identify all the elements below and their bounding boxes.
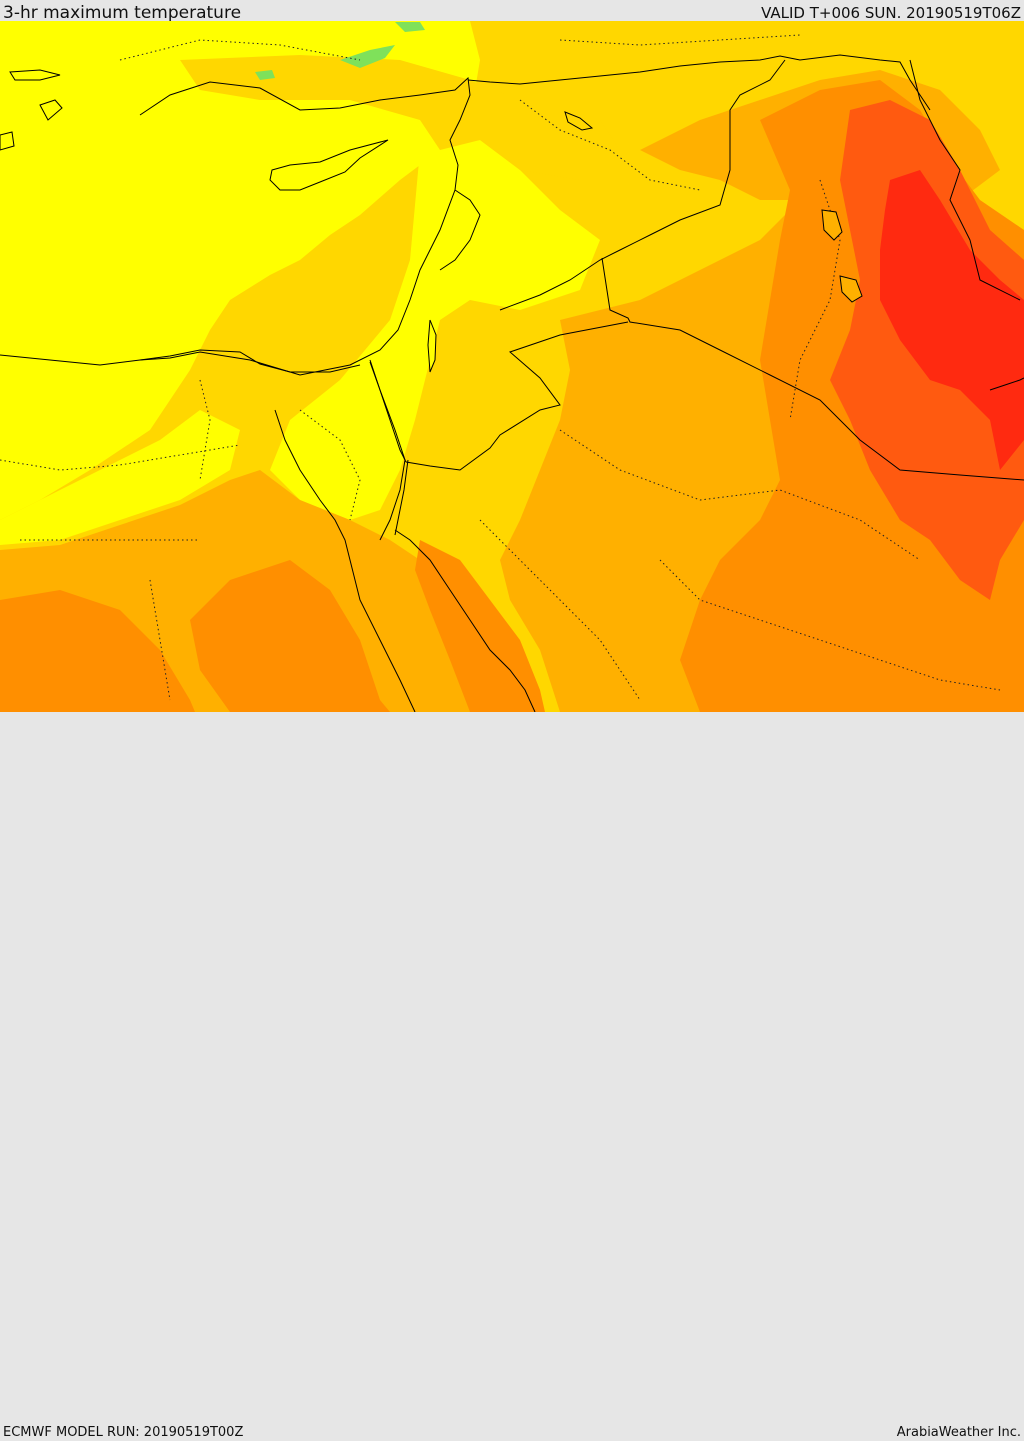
zone-yellow-egypt: [0, 410, 240, 545]
coastline-turkey-south: [0, 76, 471, 376]
header-bar: 3-hr maximum temperature VALID T+006 SUN…: [0, 0, 1024, 23]
border-lebanon-syria: [439, 189, 481, 271]
map-title: 3-hr maximum temperature: [3, 3, 242, 23]
zone-yellow-levant: [270, 140, 600, 520]
zone-cool-turkey-3: [255, 70, 275, 80]
dead-sea: [427, 319, 437, 373]
zone-dark-orange-sinai-sw: [190, 560, 390, 712]
zone-red-iraq: [880, 170, 1024, 470]
coastline-nile-delta: [139, 349, 361, 373]
temperature-map-svg: [0, 21, 1024, 712]
zone-yellow-mediterranean: [0, 21, 480, 520]
footer-bar: ECMWF MODEL RUN: 20190519T00Z ArabiaWeat…: [0, 712, 1024, 1440]
zone-light-orange-turkey: [180, 55, 620, 180]
zone-dark-orange-sw: [0, 590, 195, 712]
island-rhodes: [39, 99, 63, 121]
border-syria-turkey: [467, 54, 931, 111]
zone-cool-turkey-1: [340, 45, 395, 68]
credit-label: ArabiaWeather Inc.: [896, 1425, 1021, 1440]
temperature-map: [0, 21, 1024, 712]
zone-dark-orange-redsea: [415, 540, 545, 712]
coastline-gulf-aqaba: [394, 459, 409, 536]
coastline-red-sea-east: [394, 529, 536, 712]
lake-tharthar: [821, 209, 843, 241]
model-run-label: ECMWF MODEL RUN: 20190519T00Z: [3, 1425, 244, 1440]
border-jordan-saudi: [405, 321, 629, 471]
valid-time-label: VALID T+006 SUN. 20190519T06Z: [761, 4, 1021, 22]
lake-assad: [564, 111, 594, 131]
border-egypt-israel: [369, 361, 407, 463]
lake-habbaniyah: [839, 275, 863, 303]
coastline-cyprus: [269, 139, 389, 191]
coastline-persian-gulf: [989, 377, 1024, 391]
island-crete-east: [9, 69, 61, 81]
border-jordan-iraq: [601, 257, 1024, 481]
zone-cool-turkey-2: [395, 22, 425, 32]
island-crete-west: [0, 131, 15, 151]
internal-boundaries: [0, 34, 1001, 701]
coastline-red-sea-west: [274, 409, 416, 712]
border-syria-iraq: [499, 59, 786, 311]
border-iraq-iran: [909, 59, 1021, 301]
